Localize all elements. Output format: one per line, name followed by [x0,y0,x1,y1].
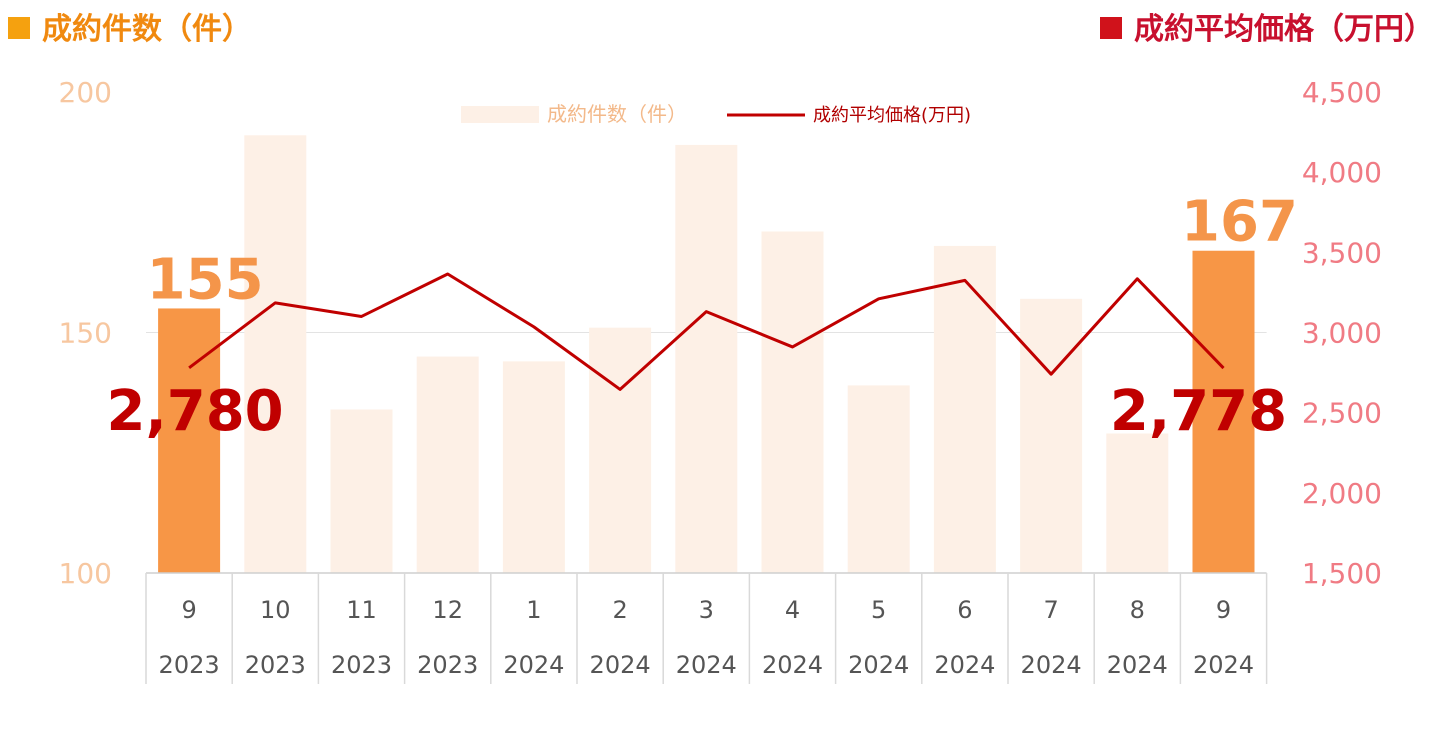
x-tick-year: 2023 [159,651,220,679]
right-tick-label: 2,500 [1302,397,1382,430]
x-tick-month: 12 [432,596,463,624]
x-tick-year: 2023 [331,651,392,679]
line-series [188,272,1225,391]
right-tick-label: 4,000 [1302,156,1382,189]
legend-bar-label: 成約件数（件） [547,102,687,126]
right-tick-label: 3,500 [1302,236,1382,269]
x-axis: 9 2023 10 2023 11 2023 12 2023 1 2024 2 2024 3 2024 4 2… [145,572,1268,684]
right-tick-label: 4,500 [1302,76,1382,109]
left-tick-label: 150 [59,317,112,350]
left-title-text: 成約件数（件） [42,12,252,47]
x-tick-year: 2024 [762,651,823,679]
x-tick-year: 2023 [417,651,478,679]
x-tick-month: 1 [526,596,541,624]
bar [416,356,479,573]
bar-value-label: 155 [147,247,264,312]
bar [589,327,652,573]
x-tick-year: 2024 [1107,651,1168,679]
x-tick-month: 7 [1043,596,1058,624]
x-tick-month: 10 [260,596,291,624]
x-tick-year: 2024 [934,651,995,679]
bar [675,144,738,573]
line-value-label: 2,778 [1110,379,1287,444]
x-tick-month: 6 [957,596,972,624]
x-tick-year: 2024 [848,651,909,679]
legend-line-label: 成約平均価格(万円) [813,105,971,126]
data-labels: 155 167 2,780 2,778 [107,190,1298,444]
right-axis: 1,500 2,000 2,500 3,000 3,500 4,000 4,500 [1302,76,1382,590]
bar [933,245,996,574]
bar [1192,250,1255,574]
right-title-square-icon [1100,16,1122,39]
bar [1020,298,1083,573]
right-title-text: 成約平均価格（万円） [1134,12,1434,47]
x-tick-month: 8 [1130,596,1145,624]
line-value-label: 2,780 [107,379,284,444]
x-tick-month: 11 [346,596,377,624]
x-tick-year: 2024 [590,651,651,679]
x-tick-month: 4 [785,596,800,624]
bar [330,409,393,573]
x-tick-month: 3 [699,596,714,624]
bar [847,385,910,573]
left-axis: 100 150 200 [59,76,112,590]
bar-series [158,135,1255,574]
x-tick-year: 2024 [676,651,737,679]
x-tick-year: 2024 [503,651,564,679]
bar [761,231,824,574]
bar [502,361,565,573]
legend: 成約件数（件） 成約平均価格(万円) [461,102,971,126]
x-tick-year: 2023 [245,651,306,679]
legend-bar-swatch [461,106,539,123]
x-tick-month: 2 [612,596,627,624]
x-tick-month: 9 [181,596,196,624]
x-tick-year: 2024 [1021,651,1082,679]
right-tick-label: 3,000 [1302,317,1382,350]
left-tick-label: 100 [59,557,112,590]
bar [1106,433,1169,573]
x-tick-year: 2024 [1193,651,1254,679]
right-tick-label: 2,000 [1302,477,1382,510]
left-title-square-icon [8,16,30,39]
left-axis-title: 成約件数（件） [8,4,252,48]
bar-value-label: 167 [1181,190,1298,255]
left-tick-label: 200 [59,76,112,109]
x-tick-month: 5 [871,596,886,624]
right-tick-label: 1,500 [1302,557,1382,590]
x-tick-month: 9 [1216,596,1231,624]
bar [244,135,307,574]
right-axis-title: 成約平均価格（万円） [1100,4,1434,48]
